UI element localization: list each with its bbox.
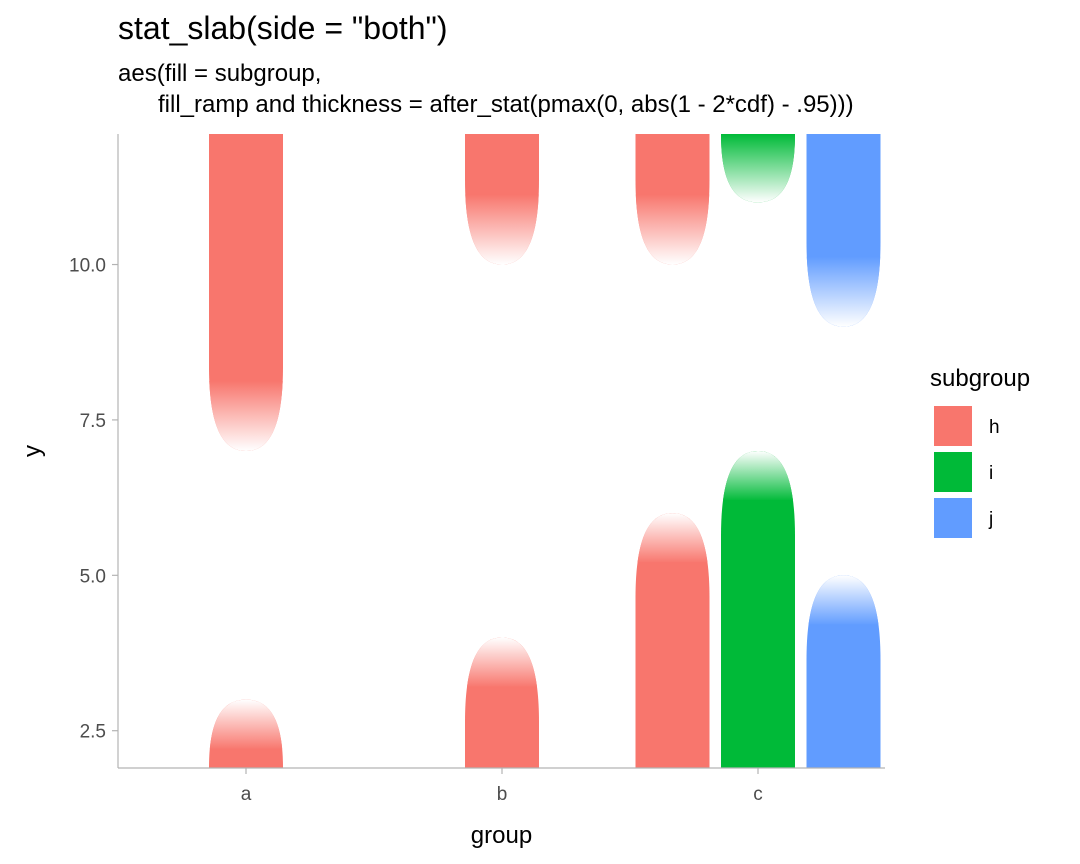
slab-upper-fade-c-j (806, 256, 881, 327)
legend-label-i: i (989, 463, 993, 484)
legend-swatch-j (934, 498, 972, 538)
slab-b-h (465, 134, 539, 768)
x-tick-label: b (497, 784, 508, 805)
slab-upper-fade-b-h (465, 194, 539, 265)
y-tick-label: 2.5 (80, 722, 106, 743)
x-axis-title: group (471, 822, 532, 849)
slab-lower-fade-a-h (209, 699, 283, 749)
y-tick-label: 7.5 (80, 411, 106, 432)
slab-lower-fade-c-i (723, 451, 793, 500)
slab-upper-fade-c-i (721, 134, 795, 203)
slab-layer (209, 134, 881, 768)
y-tick-label: 5.0 (80, 566, 106, 587)
axes-layer: 2.5 5.0 7.5 10.0 a b c group y (19, 134, 885, 849)
legend: subgroup h i j (930, 365, 1030, 538)
slab-upper-fade-c-h (635, 194, 710, 265)
legend-title: subgroup (930, 365, 1030, 392)
slab-lower-c-i (721, 451, 795, 768)
chart-title: stat_slab(side = "both") (118, 10, 448, 46)
legend-label-h: h (989, 417, 1000, 438)
legend-swatch-i (934, 452, 972, 492)
slab-lower-fade-c-h (637, 513, 708, 563)
x-tick-label: c (753, 784, 763, 805)
slab-lower-fade-b-h (467, 637, 537, 687)
legend-label-j: j (988, 509, 993, 530)
slab-a-h (209, 134, 283, 768)
slab-c-h (635, 134, 710, 768)
slab-lower-fade-c-j (808, 575, 879, 625)
legend-swatch-h (934, 406, 972, 446)
slab-upper-fade-a-h (209, 381, 283, 451)
x-tick-label: a (241, 784, 252, 805)
y-axis-title: y (19, 445, 46, 457)
y-tick-label: 10.0 (69, 256, 106, 277)
slab-upper-a-h (209, 134, 283, 451)
slab-c-i (721, 134, 795, 768)
slab-c-j (806, 134, 881, 768)
chart-subtitle: aes(fill = subgroup, fill_ramp and thick… (118, 60, 854, 118)
slab-lower-c-h (635, 513, 710, 768)
